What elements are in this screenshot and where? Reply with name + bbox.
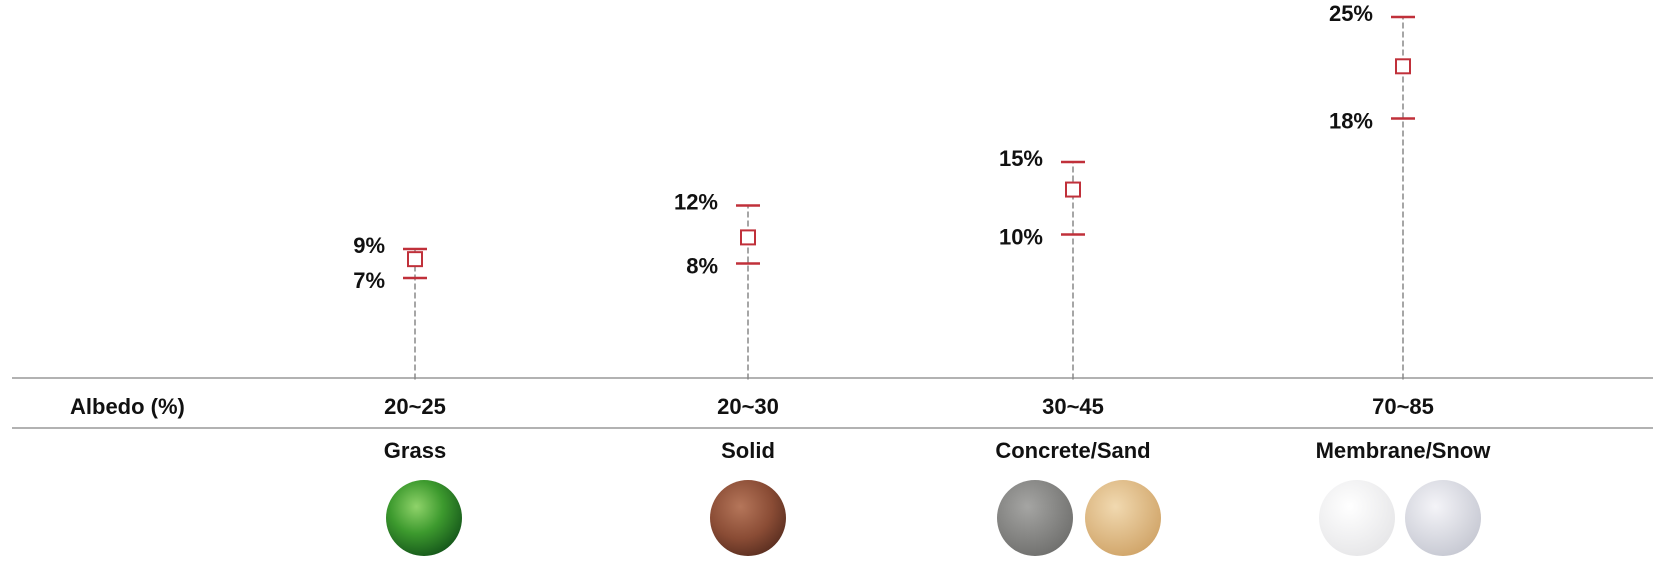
- category-label: 30~45: [1042, 394, 1104, 419]
- high-label: 12%: [674, 189, 718, 214]
- high-label: 25%: [1329, 1, 1373, 26]
- soil-image: [710, 480, 786, 556]
- category-label: 20~30: [717, 394, 779, 419]
- category-label: 70~85: [1372, 394, 1434, 419]
- mid-marker: [740, 229, 756, 246]
- high-label: 15%: [999, 146, 1043, 171]
- surface-label: Concrete/Sand: [995, 438, 1150, 463]
- low-label: 7%: [353, 268, 385, 293]
- grass-image: [386, 480, 462, 556]
- low-label: 8%: [686, 253, 718, 278]
- snow-image: [1405, 480, 1481, 556]
- row-label: Albedo (%): [70, 394, 185, 419]
- surface-label: Membrane/Snow: [1316, 438, 1492, 463]
- sand-image: [1085, 480, 1161, 556]
- high-label: 9%: [353, 233, 385, 258]
- low-label: 18%: [1329, 108, 1373, 133]
- low-label: 10%: [999, 224, 1043, 249]
- membrane-image: [1319, 480, 1395, 556]
- mid-marker: [407, 251, 423, 268]
- mid-marker: [1065, 181, 1081, 198]
- surface-label: Solid: [721, 438, 775, 463]
- mid-marker: [1395, 58, 1411, 75]
- category-label: 20~25: [384, 394, 446, 419]
- concrete-image: [997, 480, 1073, 556]
- surface-label: Grass: [384, 438, 446, 463]
